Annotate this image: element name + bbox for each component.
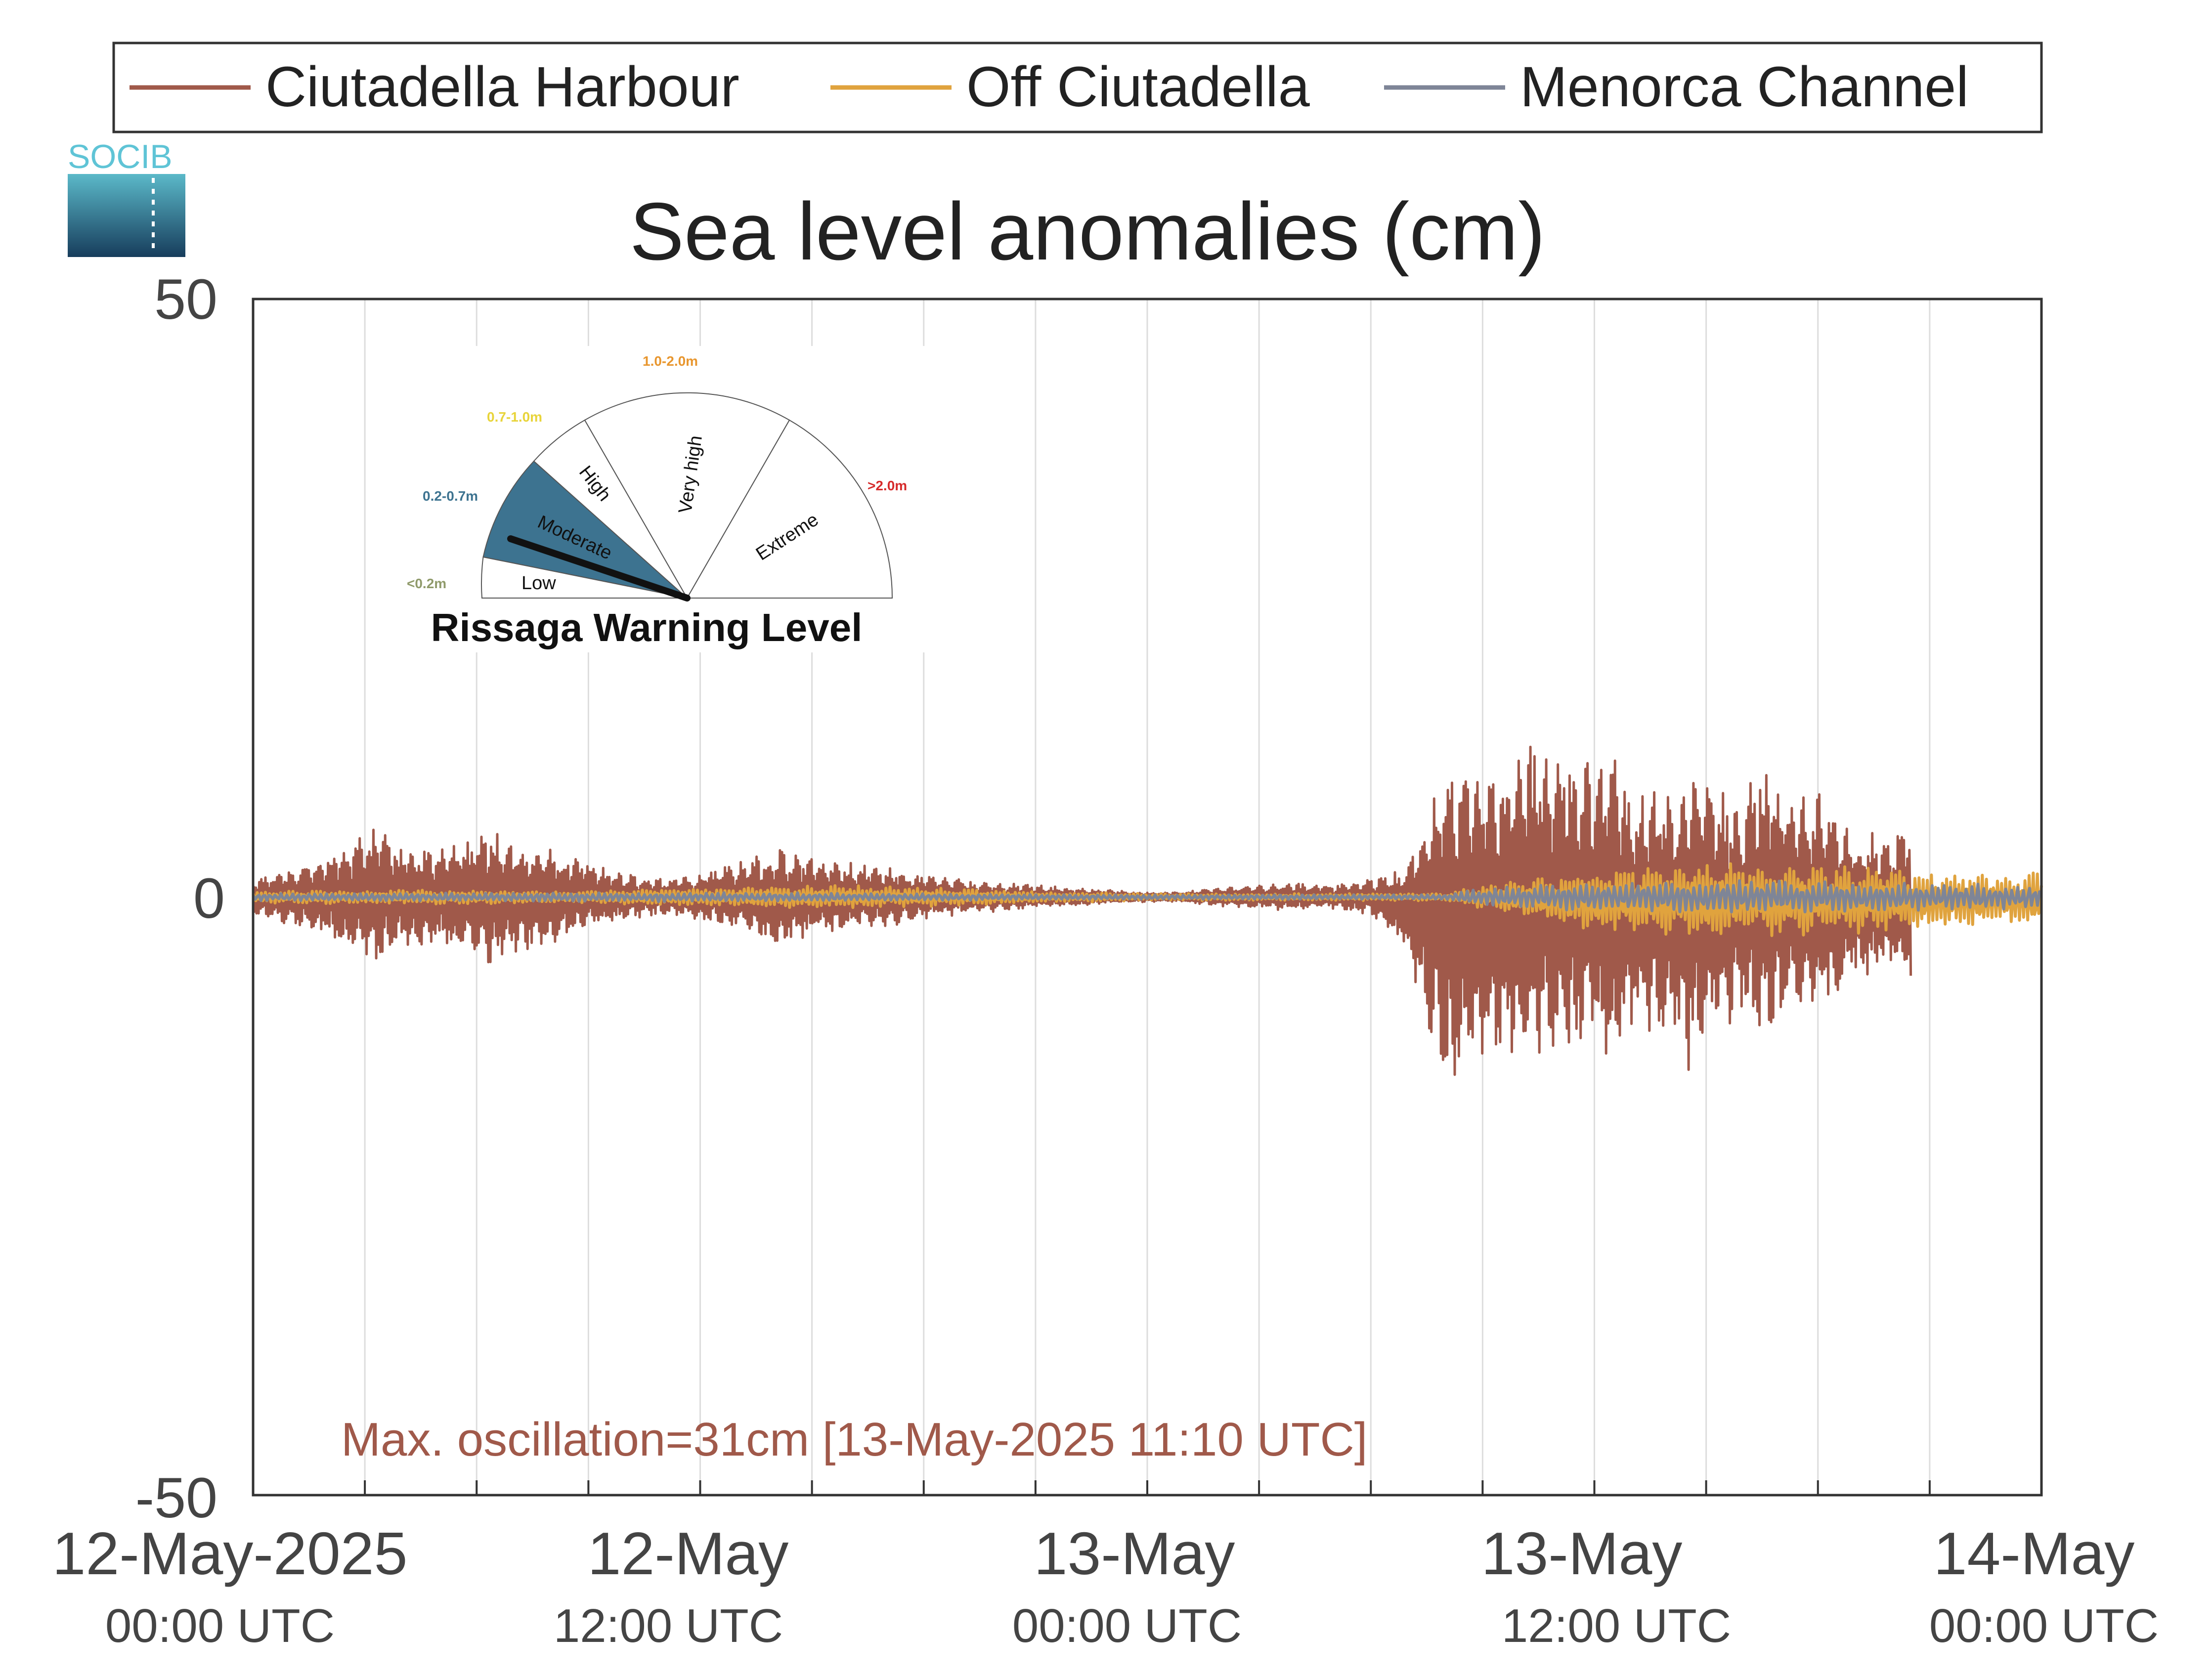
gauge-range-moderate: 0.2-0.7m (423, 488, 478, 504)
rissaga-gauge: Low Moderate High Very high Extreme <0.2… (395, 346, 929, 652)
chart-title: Sea level anomalies (cm) (630, 186, 1545, 277)
socib-logo: SOCIB (68, 138, 185, 257)
series-line-menorca-channel (252, 879, 2042, 913)
gauge-label-low: Low (521, 573, 556, 594)
x-tick-label-1-date: 12-May (588, 1520, 789, 1587)
gauge-range-very-high: 1.0-2.0m (643, 353, 698, 369)
gauge-sector-very-high (584, 392, 790, 600)
y-tick-label-minus-50: -50 (135, 1466, 217, 1530)
legend-label-off-ciutadella: Off Ciutadella (966, 55, 1310, 119)
x-tick-label-3-date: 13-May (1481, 1520, 1683, 1587)
y-tick-label-0: 0 (193, 867, 225, 930)
gauge-range-low: <0.2m (407, 576, 446, 591)
x-tick-label-4-date: 14-May (1934, 1520, 2135, 1587)
max-oscillation-annotation: Max. oscillation=31cm [13-May-2025 11:10… (341, 1413, 1367, 1466)
series-layer (252, 745, 2043, 1076)
x-tick-label-4-time: 00:00 UTC (1929, 1599, 2159, 1652)
gauge-sector-low (481, 556, 688, 599)
x-tick-label-1-time: 12:00 UTC (554, 1599, 783, 1652)
gauge-needle (507, 535, 691, 602)
socib-logo-text: SOCIB (68, 138, 173, 175)
legend: Ciutadella Harbour Off Ciutadella Menorc… (112, 42, 2043, 133)
y-tick-label-50: 50 (154, 268, 217, 331)
legend-box (112, 42, 2043, 133)
gauge-title: Rissaga Warning Level (431, 605, 863, 649)
x-tick-label-2-time: 00:00 UTC (1012, 1599, 1242, 1652)
legend-label-ciutadella-harbour: Ciutadella Harbour (265, 55, 739, 119)
x-tick-label-0-time: 00:00 UTC (105, 1599, 335, 1652)
plot-area (252, 298, 2043, 1497)
x-tick-labels: 12-May-2025 00:00 UTC 12-May 12:00 UTC 1… (52, 1520, 2159, 1652)
gauge-range-extreme: >2.0m (867, 478, 907, 493)
x-tick-marks (364, 1480, 1931, 1495)
x-tick-label-3-time: 12:00 UTC (1502, 1599, 1731, 1652)
x-tick-label-0-date: 12-May-2025 (52, 1520, 408, 1587)
gauge-sector-extreme (686, 419, 893, 599)
socib-logo-block (68, 174, 185, 257)
series-line-ciutadella-harbour (252, 745, 1912, 1076)
gauge-range-high: 0.7-1.0m (487, 409, 542, 425)
x-tick-label-2-date: 13-May (1034, 1520, 1235, 1587)
legend-label-menorca-channel: Menorca Channel (1520, 55, 1969, 119)
gauge-sector-moderate (482, 460, 689, 599)
